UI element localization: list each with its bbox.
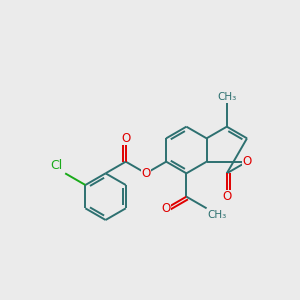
Text: O: O xyxy=(121,132,130,145)
Text: O: O xyxy=(222,190,231,203)
Text: CH₃: CH₃ xyxy=(217,92,236,102)
Text: CH₃: CH₃ xyxy=(208,210,227,220)
Text: O: O xyxy=(162,202,171,215)
Text: O: O xyxy=(141,167,151,180)
Text: O: O xyxy=(242,155,252,168)
Text: Cl: Cl xyxy=(50,159,63,172)
